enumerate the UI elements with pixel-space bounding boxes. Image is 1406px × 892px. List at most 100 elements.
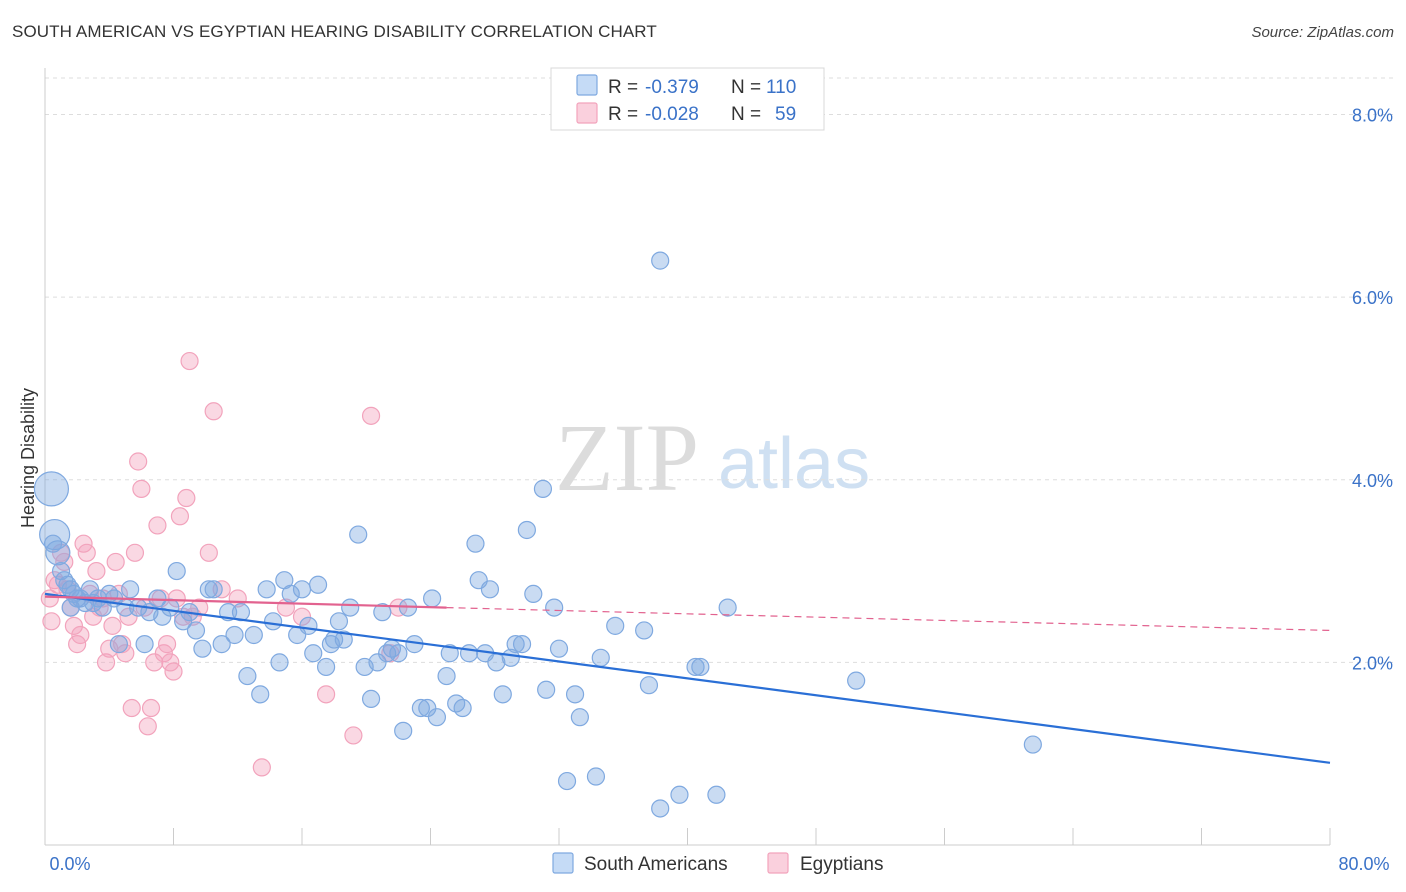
south-americans-point xyxy=(557,771,577,791)
south-americans-point xyxy=(33,471,70,507)
egyptians-point xyxy=(148,516,167,535)
south-americans-point xyxy=(537,680,556,699)
stats-n-value-1: 110 xyxy=(766,77,796,98)
egyptians-point xyxy=(170,507,190,526)
egyptians-point xyxy=(96,653,116,672)
series-legend-label-south-americans: South Americans xyxy=(584,854,728,875)
source-label: Source: ZipAtlas.com xyxy=(1251,24,1394,41)
egyptians-point xyxy=(199,543,218,562)
legend-swatch-egyptians xyxy=(576,102,598,124)
south-americans-point xyxy=(45,540,71,566)
south-americans-point xyxy=(257,580,276,599)
egyptians-trend-line xyxy=(44,595,447,609)
series-legend-swatch-egyptians xyxy=(767,852,789,874)
stats-n-label-1: N = xyxy=(731,77,761,98)
egyptians-points xyxy=(40,351,408,777)
stats-r-label-1: R = xyxy=(608,77,638,98)
south-americans-point xyxy=(349,525,368,544)
egyptians-point xyxy=(71,625,90,645)
south-americans-point xyxy=(292,580,312,599)
south-americans-point xyxy=(440,644,459,663)
south-americans-point xyxy=(480,580,500,599)
y-tick-label-4: 4.0% xyxy=(1352,471,1393,491)
egyptians-point xyxy=(164,662,183,681)
south-americans-point xyxy=(533,479,553,498)
south-americans-point xyxy=(334,630,353,649)
egyptians-point xyxy=(132,479,151,498)
egyptians-point xyxy=(145,653,164,672)
south-americans-point xyxy=(427,708,447,727)
trend-lines xyxy=(44,592,1331,764)
egyptians-point xyxy=(125,543,145,562)
egyptians-point xyxy=(204,402,223,421)
south-americans-point xyxy=(329,612,349,631)
south-americans-point xyxy=(244,625,263,645)
series-legend-label-egyptians: Egyptians xyxy=(800,854,883,875)
south-americans-point xyxy=(718,598,737,617)
south-americans-point xyxy=(167,561,186,581)
egyptians-point xyxy=(84,607,103,626)
south-americans-point xyxy=(263,612,283,631)
egyptians-point xyxy=(177,488,196,508)
south-americans-point xyxy=(586,767,606,786)
south-americans-point xyxy=(437,666,456,686)
south-americans-point xyxy=(135,635,154,654)
south-americans-point xyxy=(394,721,413,740)
egyptians-point xyxy=(106,552,125,572)
south-americans-point xyxy=(847,671,866,690)
south-americans-point xyxy=(691,657,710,677)
south-americans-point xyxy=(466,534,485,553)
south-americans-point xyxy=(686,657,705,677)
egyptians-trend-line-extension xyxy=(446,606,1331,632)
egyptians-point xyxy=(157,635,177,654)
south-americans-point xyxy=(423,589,442,608)
stats-n-label-2: N = xyxy=(731,104,761,125)
series-legend: South Americans Egyptians xyxy=(552,852,883,875)
egyptians-point xyxy=(138,717,157,736)
watermark-atlas: atlas xyxy=(718,424,870,504)
south-americans-point xyxy=(453,698,472,718)
egyptians-point xyxy=(361,406,381,425)
south-americans-point xyxy=(204,580,223,599)
egyptians-point xyxy=(252,758,271,777)
axes xyxy=(44,68,1331,846)
egyptians-point xyxy=(77,543,96,562)
egyptians-point xyxy=(292,607,312,626)
y-axis-label: Hearing Disability xyxy=(18,388,38,528)
south-americans-point xyxy=(506,635,525,654)
egyptians-point xyxy=(42,612,61,631)
south-americans-point xyxy=(651,251,670,270)
south-americans-point xyxy=(299,616,318,635)
egyptians-point xyxy=(167,589,186,608)
south-americans-point xyxy=(193,639,212,658)
south-americans-point xyxy=(512,635,532,654)
watermark-zip: ZIP xyxy=(555,404,699,511)
south-americans-point xyxy=(635,621,654,640)
y-tick-label-2: 2.0% xyxy=(1352,653,1393,673)
watermark: ZIP atlas xyxy=(555,404,870,511)
south-americans-point xyxy=(251,685,270,704)
south-americans-point xyxy=(591,648,610,667)
egyptians-point xyxy=(141,698,161,718)
egyptians-point xyxy=(116,644,135,663)
south-americans-point xyxy=(670,785,689,804)
south-americans-point xyxy=(606,616,625,635)
south-americans-point xyxy=(389,644,408,663)
south-americans-point xyxy=(545,598,564,617)
egyptians-point xyxy=(40,589,59,608)
south-americans-point xyxy=(109,635,128,654)
egyptians-point xyxy=(103,616,122,635)
south-americans-point xyxy=(308,575,328,594)
south-americans-point xyxy=(361,689,381,709)
south-americans-point xyxy=(565,685,585,704)
south-americans-point xyxy=(341,598,360,617)
south-americans-point xyxy=(186,621,206,640)
south-americans-points xyxy=(33,251,1042,818)
south-americans-point xyxy=(459,644,479,663)
south-americans-point xyxy=(639,676,659,695)
y-tick-label-8: 8.0% xyxy=(1352,106,1393,126)
egyptians-point xyxy=(190,598,209,617)
south-americans-point xyxy=(225,625,244,645)
south-americans-point xyxy=(304,644,323,663)
